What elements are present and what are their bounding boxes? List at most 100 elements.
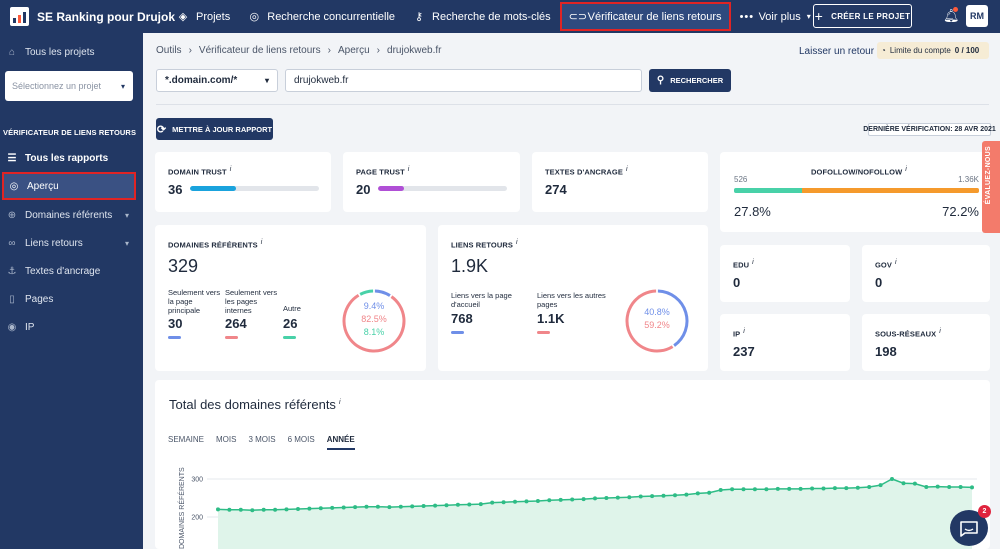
chart-point[interactable] [513,499,517,504]
chart-point[interactable] [581,497,586,502]
chart-point[interactable] [478,502,483,507]
chart-point[interactable] [273,507,278,512]
chart-point[interactable] [832,486,837,491]
chart-point[interactable] [307,506,312,511]
chart-point[interactable] [227,507,232,512]
tab-week[interactable]: SEMAINE [168,435,205,444]
chart-point[interactable] [741,487,746,492]
info-icon[interactable]: i [939,328,941,335]
brand[interactable]: SE Ranking pour Drujok [0,7,175,26]
chart-point[interactable] [638,494,643,499]
chart-point[interactable] [238,507,243,512]
sidebar-item-overview[interactable]: ◎ Aperçu [2,172,136,200]
chart-point[interactable] [433,503,438,508]
chart-point[interactable] [444,503,449,508]
chart-point[interactable] [912,481,917,486]
tab-year[interactable]: ANNÉE [326,435,355,450]
info-icon[interactable]: i [625,166,628,173]
account-limit-badge[interactable]: ◔ Limite du compte 0 / 100 [877,42,989,59]
chart-point[interactable] [216,507,220,512]
chart-point[interactable] [947,485,952,489]
sidebar-item-anchor-texts[interactable]: ⚓︎ Textes d'ancrage [0,257,143,285]
chart-point[interactable] [615,495,620,500]
chart-point[interactable] [764,487,769,492]
chart-point[interactable] [570,497,575,502]
sidebar-item-pages[interactable]: ▯ Pages [0,285,143,313]
chart-point[interactable] [821,486,826,491]
chart-point[interactable] [501,500,506,505]
chart-point[interactable] [261,507,266,512]
chart-point[interactable] [627,495,632,500]
breadcrumb-item[interactable]: Aperçu [337,45,370,56]
breadcrumb-item[interactable]: Vérificateur de liens retours [198,45,321,56]
chart-point[interactable] [330,505,335,510]
chart-point[interactable] [730,487,735,492]
sidebar-item-backlinks[interactable]: ∞ Liens retours ▾ [0,229,143,257]
chart-point[interactable] [798,486,803,491]
nav-competitive-research[interactable]: ◎ Recherche concurrentielle [239,2,404,31]
chart-point[interactable] [855,485,860,490]
domain-search-input[interactable]: drujokweb.fr [285,69,642,92]
chart-point[interactable] [890,477,894,481]
chart-point[interactable] [650,494,655,499]
search-mode-select[interactable]: *.domain.com/* ▾ [156,69,278,92]
sidebar-item-referring-domains[interactable]: ⊕ Domaines référents ▾ [0,201,143,229]
chart-point[interactable] [593,496,597,501]
chart-point[interactable] [318,506,323,511]
chart-point[interactable] [844,486,849,491]
project-select[interactable]: Sélectionnez un projet ▾ [5,71,133,101]
update-report-button[interactable]: ⟳ METTRE À JOUR RAPPORT [156,118,273,140]
info-icon[interactable]: i [516,239,518,246]
search-button[interactable]: ⚲ RECHERCHER [649,69,731,92]
tab-3-months[interactable]: 3 MOIS [248,435,276,444]
nav-backlink-checker[interactable]: ⊂⊃ Vérificateur de liens retours [559,2,731,31]
chart-point[interactable] [558,497,563,502]
chart-point[interactable] [810,486,815,491]
chart-point[interactable] [250,508,255,513]
chart-point[interactable] [958,485,963,489]
rate-us-tab[interactable]: ÉVALUEZ-NOUS [982,141,1000,233]
chart-point[interactable] [752,487,757,492]
info-icon[interactable]: i [260,239,263,246]
tab-month[interactable]: MOIS [216,435,237,444]
chart-point[interactable] [970,485,974,490]
chart-point[interactable] [787,486,792,491]
chart-point[interactable] [284,507,289,512]
chart-point[interactable] [490,500,495,505]
sidebar-item-all-reports[interactable]: ☰ Tous les rapports [0,144,143,172]
chart-point[interactable] [547,498,552,503]
chart-point[interactable] [661,493,666,498]
chart-point[interactable] [935,484,940,489]
info-icon[interactable]: i [894,259,897,266]
chart-point[interactable] [410,504,415,509]
info-icon[interactable]: i [338,398,341,406]
chart-point[interactable] [673,493,677,498]
chart-point[interactable] [353,505,358,510]
leave-feedback-link[interactable]: Laisser un retour [799,46,875,57]
chart-point[interactable] [775,486,780,491]
chart-point[interactable] [707,490,712,495]
info-icon[interactable]: i [229,166,232,173]
chart-point[interactable] [398,504,403,509]
sidebar-all-projects[interactable]: ⌂ Tous les projets [0,38,143,66]
chart-point[interactable] [455,502,460,507]
chart-point[interactable] [364,504,369,509]
chart-point[interactable] [375,504,380,509]
nav-keyword-research[interactable]: ⚷ Recherche de mots-clés [404,2,560,31]
chart-point[interactable] [341,505,346,510]
chart-point[interactable] [296,507,300,511]
tab-6-months[interactable]: 6 MOIS [287,435,315,444]
info-icon[interactable]: i [407,166,410,173]
chart-point[interactable] [695,491,700,496]
chart-point[interactable] [901,481,906,486]
chart-point[interactable] [867,485,872,489]
chart-point[interactable] [387,505,392,510]
chart-point[interactable] [535,499,540,503]
nav-see-more[interactable]: ••• Voir plus ▾ [731,2,820,31]
breadcrumb-item[interactable]: Outils [156,45,182,56]
info-icon[interactable]: i [743,328,745,335]
chart-point[interactable] [524,499,529,504]
avatar[interactable]: RM [966,5,988,27]
chart-point[interactable] [604,496,609,500]
nav-projects[interactable]: ◈ Projets [168,2,239,31]
